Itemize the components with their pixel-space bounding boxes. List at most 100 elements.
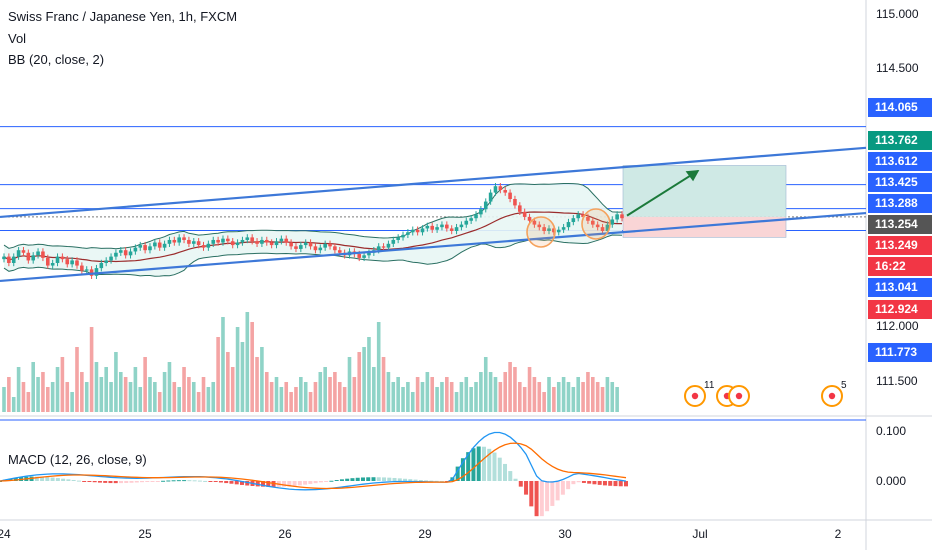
target-zone [623, 165, 786, 217]
macd-histogram-bar [497, 457, 502, 481]
candle-body [561, 227, 566, 230]
candle-body [230, 241, 235, 246]
macd-histogram-bar [429, 480, 434, 482]
volume-bar [245, 312, 250, 412]
price-tag-label: 114.065 [875, 100, 918, 114]
candle-body [269, 242, 274, 246]
volume-bar [41, 372, 45, 412]
volume-bar [167, 362, 172, 412]
volume-bar [274, 377, 279, 412]
candle-body [547, 228, 551, 231]
bollinger-fill [4, 183, 622, 277]
volume-bar [586, 372, 590, 412]
volume-bar [153, 382, 157, 412]
price-tag: 113.041 [868, 278, 932, 297]
volume-bar [250, 322, 254, 412]
volume-bar [508, 362, 512, 412]
volume-bar [26, 392, 31, 412]
macd-axis-label: 0.000 [876, 474, 907, 488]
event-markers[interactable]: 11 5 [684, 380, 847, 407]
volume-bar [308, 392, 313, 412]
macd-histogram-bar [155, 481, 160, 482]
macd-histogram-bar [50, 477, 55, 481]
macd-histogram-bar [245, 481, 250, 486]
macd-histogram-bar [518, 481, 523, 487]
highlight-circle [526, 216, 556, 248]
candle-body [118, 250, 123, 253]
candle-body [435, 227, 439, 230]
candle-body [128, 251, 133, 256]
candle-body [586, 216, 590, 221]
volume-bar [435, 387, 439, 412]
volume-bar [420, 382, 425, 412]
volume-bar [328, 377, 332, 412]
volume-bar [454, 392, 459, 412]
candle-body [566, 222, 571, 228]
volume-bar [240, 342, 245, 412]
candle-body [260, 239, 264, 244]
volume-bar [391, 382, 396, 412]
candle-body [522, 211, 527, 217]
macd-histogram-bar [224, 481, 229, 484]
candle-body [123, 250, 128, 256]
volume-bar [372, 367, 376, 412]
volume-legend[interactable]: Vol [8, 31, 27, 46]
macd-histogram-bar [455, 466, 460, 481]
candle-body [454, 227, 459, 231]
price-tag: 111.773 [868, 343, 932, 362]
macd-histogram-bar [140, 481, 145, 483]
candle-body [498, 186, 503, 191]
macd-histogram-bar [471, 448, 476, 481]
macd-histogram-bar [213, 481, 218, 482]
price-tag: 113.288 [868, 194, 932, 213]
volume-bar [367, 337, 371, 412]
macd-histogram-bar [118, 481, 123, 484]
macd-histogram-bar [66, 479, 71, 481]
candle-body [469, 218, 473, 221]
price-tag-label: 113.425 [875, 175, 918, 189]
volume-bar [80, 372, 84, 412]
candle-body [240, 239, 245, 243]
volume-bar [284, 382, 289, 412]
macd-legend[interactable]: MACD (12, 26, close, 9) [8, 452, 147, 467]
candle-body [114, 252, 118, 257]
macd-histogram-bar [45, 477, 50, 481]
macd-histogram-bar [587, 481, 592, 484]
volume-bar [483, 357, 488, 412]
macd-histogram-bar [187, 480, 192, 482]
volume-bar [294, 387, 298, 412]
price-axis-label: 115.000 [876, 7, 919, 21]
bollinger-lower [3, 234, 623, 277]
candle-body [401, 234, 405, 238]
candle-body [420, 228, 425, 233]
candle-body [303, 242, 308, 246]
candle-body [216, 239, 220, 243]
price-tag: 113.425 [868, 173, 932, 192]
macd-histogram-bar [503, 463, 508, 481]
candle-body [381, 246, 386, 248]
bollinger-legend[interactable]: BB (20, close, 2) [8, 52, 105, 67]
macd-histogram-bar [418, 480, 423, 482]
volume-bar [162, 372, 167, 412]
volume-bar [381, 357, 386, 412]
macd-histogram-bar [508, 471, 513, 481]
candle-body [513, 199, 517, 206]
macd-histogram-bar [550, 481, 555, 506]
candle-body [581, 214, 585, 217]
price-tag-label: 113.288 [875, 196, 918, 210]
candle-body [21, 250, 26, 253]
candle-body [26, 252, 31, 261]
price-tag: 113.762 [868, 131, 932, 150]
volume-bar [552, 387, 556, 412]
volume-bar [556, 382, 561, 412]
candle-body [367, 252, 371, 256]
macd-histogram-bar [292, 481, 297, 486]
volume-bar [513, 367, 517, 412]
chart-title[interactable]: Swiss Franc / Japanese Yen, 1h, FXCM [8, 9, 238, 24]
macd-histogram-bar [529, 481, 534, 507]
candle-body [65, 259, 70, 265]
macd-histogram-bar [318, 481, 323, 483]
volume-bar [157, 392, 162, 412]
price-tag: 113.249 [868, 236, 932, 255]
